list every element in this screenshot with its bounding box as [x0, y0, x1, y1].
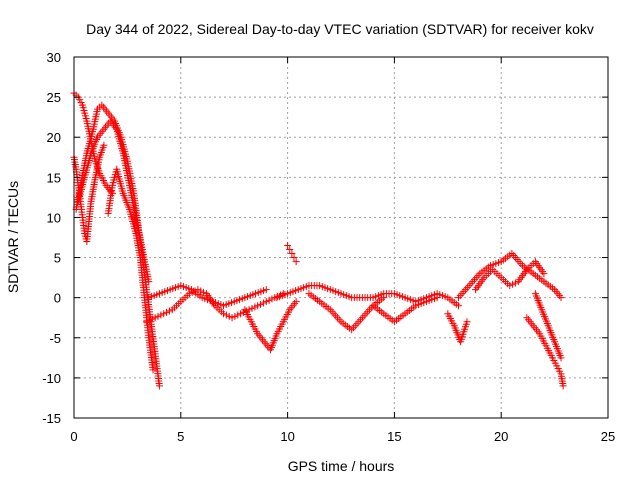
data-point [151, 314, 159, 322]
series-arc-mid-spike [284, 242, 300, 266]
data-point [143, 318, 151, 326]
data-point [288, 250, 296, 258]
x-tick-label: 25 [601, 429, 615, 444]
y-tick-label: 5 [54, 251, 61, 266]
data-point [380, 294, 388, 302]
data-point [506, 282, 514, 290]
data-point [100, 141, 108, 149]
chart-title: Day 344 of 2022, Sidereal Day-to-day VTE… [86, 21, 594, 37]
y-tick-label: 15 [47, 170, 61, 185]
data-point [148, 315, 156, 323]
data-point [463, 318, 471, 326]
x-tick-label: 0 [70, 429, 77, 444]
y-tick-label: 20 [47, 130, 61, 145]
series-arc-morning-flat [143, 286, 287, 326]
data-point [433, 294, 441, 302]
data-point [265, 296, 273, 304]
data-point [284, 242, 292, 250]
data-point [200, 288, 208, 296]
data-point [248, 304, 256, 312]
data-point [197, 287, 205, 295]
data-point [185, 290, 193, 298]
data-point [228, 314, 236, 322]
data-point [145, 316, 153, 324]
data-point [165, 307, 173, 315]
series-arc-early-2 [74, 117, 153, 286]
data-point [220, 310, 228, 318]
data-point [154, 312, 162, 320]
y-tick-labels: -15 -10 -5 0 5 10 15 20 25 30 [42, 50, 61, 426]
data-point [509, 280, 517, 288]
x-tick-label: 10 [280, 429, 294, 444]
data-point [237, 310, 245, 318]
data-points [70, 89, 567, 390]
data-point [259, 299, 267, 307]
axis-ticks [73, 56, 609, 419]
data-point [160, 310, 168, 318]
series-arc-evening-2 [472, 258, 548, 294]
series-arc-early-3 [104, 165, 157, 374]
data-point [257, 300, 265, 308]
data-point [454, 302, 462, 310]
data-point [511, 279, 519, 287]
data-point [262, 286, 270, 294]
x-tick-label: 5 [177, 429, 184, 444]
grid [74, 57, 608, 418]
series-arc-morning-2 [145, 282, 270, 310]
data-point [290, 254, 298, 262]
series-arc-midday-3 [369, 294, 441, 326]
y-tick-label: -5 [49, 331, 61, 346]
data-point [234, 311, 242, 319]
data-point [163, 308, 171, 316]
series-arc-evening-down-2 [531, 290, 565, 362]
series-arc-midday [273, 282, 462, 310]
series-arc-evening [454, 250, 565, 302]
x-tick-labels: 0 5 10 15 20 25 [70, 429, 615, 444]
x-tick-label: 20 [494, 429, 508, 444]
data-point [149, 366, 157, 374]
data-point [559, 382, 567, 390]
data-point [222, 311, 230, 319]
data-point [145, 278, 153, 286]
data-point [540, 270, 548, 278]
y-tick-label: 0 [54, 291, 61, 306]
data-point [292, 258, 300, 266]
x-axis-label: GPS time / hours [288, 458, 395, 474]
data-point [268, 295, 276, 303]
data-point [254, 302, 262, 310]
data-point [155, 382, 163, 390]
plot-frame [73, 56, 609, 419]
y-axis-label: SDTVAR / TECUs [5, 181, 21, 293]
series-arc-afternoon-dip [444, 310, 471, 346]
data-point [286, 246, 294, 254]
x-tick-label: 15 [387, 429, 401, 444]
data-point [262, 298, 270, 306]
data-point [157, 311, 165, 319]
data-point [231, 312, 239, 320]
y-tick-label: -15 [42, 411, 61, 426]
data-point [251, 303, 259, 311]
series-arc-mid-dip [241, 298, 300, 354]
data-point [557, 294, 565, 302]
y-tick-label: 30 [47, 50, 61, 65]
y-tick-label: -10 [42, 371, 61, 386]
y-tick-label: 10 [47, 210, 61, 225]
y-tick-label: 25 [47, 90, 61, 105]
data-point [292, 298, 300, 306]
series-arc-evening-down [523, 314, 567, 390]
data-point [557, 354, 565, 362]
